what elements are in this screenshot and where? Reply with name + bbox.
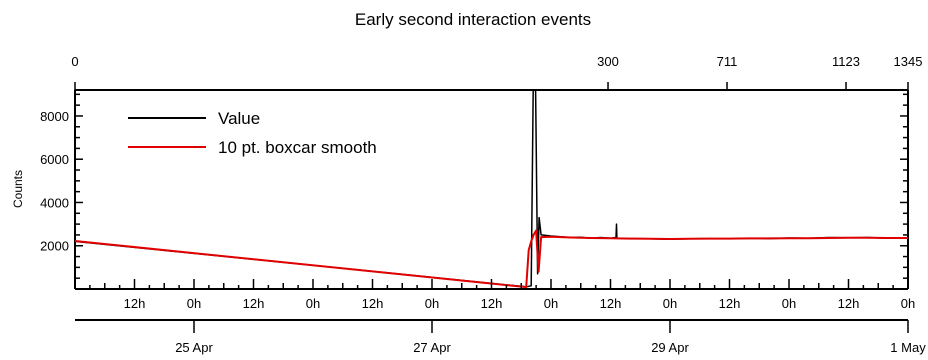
top-axis-tick-label: 1123: [832, 54, 860, 69]
legend-label-boxcar-smooth: 10 pt. boxcar smooth: [218, 138, 377, 157]
series-layer: [74, 89, 908, 289]
hour-tick-label: 12h: [719, 296, 741, 311]
y-axis-label: Counts: [11, 170, 25, 208]
hour-tick-label: 12h: [362, 296, 384, 311]
y-tick-label: 4000: [40, 195, 69, 210]
hour-tick-label: 0h: [306, 296, 320, 311]
hour-tick-label: 0h: [782, 296, 796, 311]
hour-tick-label: 12h: [600, 296, 622, 311]
hour-tick-label: 0h: [425, 296, 439, 311]
date-tick-label: 27 Apr: [413, 340, 451, 355]
hour-tick-label: 12h: [481, 296, 503, 311]
legend: Value 10 pt. boxcar smooth: [128, 109, 377, 157]
axes-layer: 2000 4000 6000 8000 0 300 711 1123 1345 12h 0h 12h 0…: [40, 54, 926, 355]
hour-tick-label: 0h: [187, 296, 201, 311]
top-axis-tick-label: 300: [597, 54, 619, 69]
y-tick-label: 6000: [40, 152, 69, 167]
date-tick-label: 29 Apr: [651, 340, 689, 355]
top-axis-tick-label: 711: [717, 54, 738, 69]
legend-label-value: Value: [218, 109, 260, 128]
hour-tick-label: 0h: [544, 296, 558, 311]
top-axis-tick-label: 1345: [894, 54, 923, 69]
date-tick-label: 25 Apr: [175, 340, 213, 355]
top-axis-tick-label: 0: [71, 54, 78, 69]
hour-tick-label: 12h: [124, 296, 146, 311]
date-tick-label: 1 May: [890, 340, 926, 355]
hour-tick-label: 12h: [838, 296, 860, 311]
hour-tick-label: 0h: [901, 296, 915, 311]
y-tick-label: 8000: [40, 109, 69, 124]
hour-tick-label: 12h: [243, 296, 265, 311]
series-line-value: [74, 89, 908, 288]
hour-tick-label: 0h: [663, 296, 677, 311]
series-line-boxcar-smooth: [74, 229, 908, 289]
chart-title: Early second interaction events: [355, 10, 591, 29]
y-tick-label: 2000: [40, 239, 69, 254]
